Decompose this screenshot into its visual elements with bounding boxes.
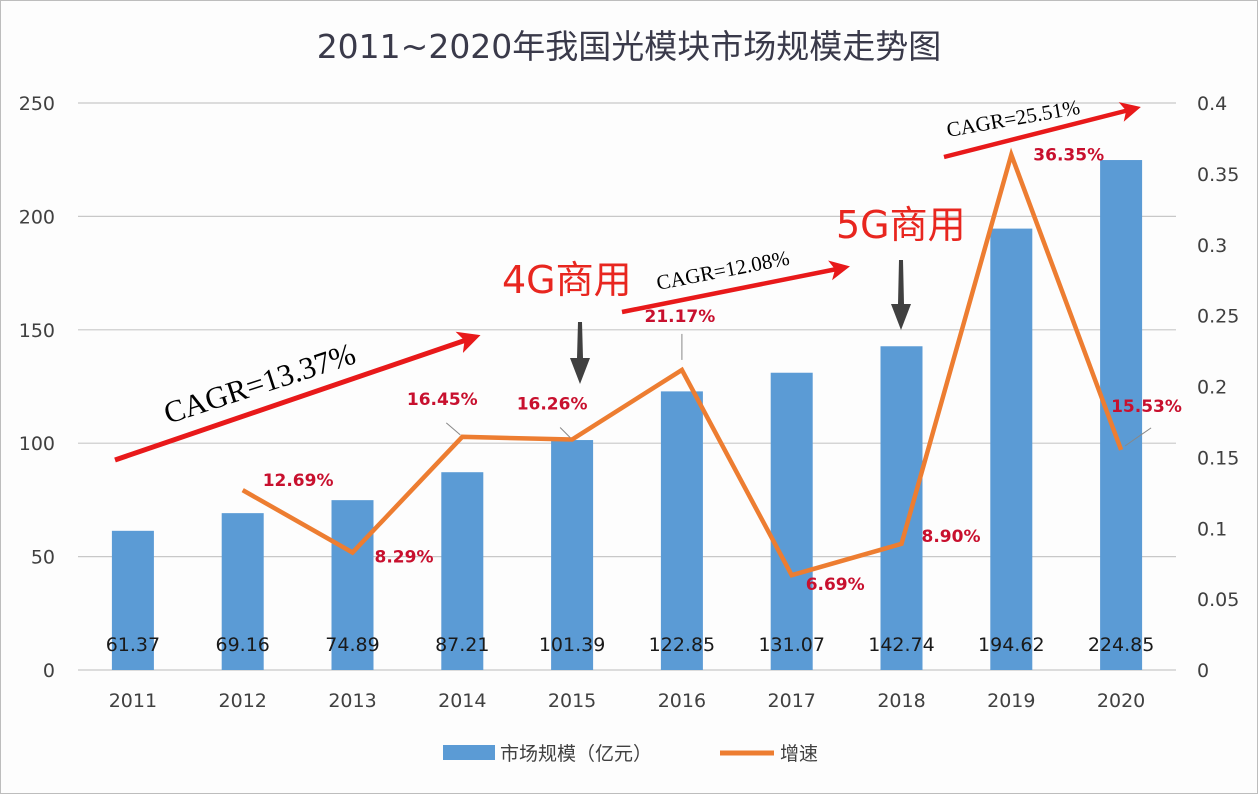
bar-value-label: 61.37 (106, 634, 160, 656)
right-tick-label: 0.2 (1197, 377, 1227, 399)
bar (441, 472, 484, 670)
leader-line (1124, 427, 1152, 447)
x-axis-ticks: 2011 2012 2013 2014 2015 2016 2017 2018 2019 2020 (109, 690, 1146, 712)
bar (221, 513, 264, 670)
red-arrow-1 (114, 331, 481, 463)
bar-value-label: 87.21 (435, 634, 489, 656)
x-tick-label: 2017 (768, 690, 816, 712)
event-label-4g: 4G商用 (502, 258, 632, 302)
bar (770, 372, 813, 670)
legend-swatch-bar (443, 745, 495, 760)
left-axis-ticks: 0 50 100 150 200 250 (19, 93, 55, 682)
x-tick-label: 2015 (548, 690, 596, 712)
bar (331, 500, 374, 670)
cagr-label-1: CAGR=13.37% (159, 336, 359, 431)
growth-value-label: 8.29% (375, 547, 434, 567)
legend-label-line: 增速 (780, 743, 818, 765)
left-tick-label: 0 (43, 660, 55, 682)
right-tick-label: 0 (1197, 660, 1209, 682)
red-arrow-3 (943, 102, 1141, 160)
right-axis-ticks: 0 0.05 0.1 0.15 0.2 0.25 0.3 0.35 0.4 (1197, 93, 1239, 682)
bar-value-label: 74.89 (325, 634, 379, 656)
bar (660, 391, 703, 670)
left-tick-label: 100 (19, 433, 55, 455)
cagr-label-3: CAGR=25.51% (945, 95, 1082, 142)
cagr-annotation-2: CAGR=12.08% (621, 246, 850, 315)
right-tick-label: 0.1 (1197, 518, 1227, 540)
right-tick-label: 0.05 (1197, 589, 1239, 611)
left-tick-label: 250 (19, 93, 55, 115)
growth-value-label: 8.90% (922, 527, 981, 547)
bar (551, 440, 594, 670)
leader-line (445, 422, 461, 436)
legend-label-bar: 市场规模（亿元） (500, 743, 652, 765)
x-tick-label: 2011 (109, 690, 157, 712)
x-tick-label: 2018 (877, 690, 925, 712)
right-tick-label: 0.4 (1197, 93, 1227, 115)
bar-value-label: 69.16 (215, 634, 269, 656)
down-arrow-icon-5g (891, 260, 911, 330)
right-tick-label: 0.15 (1197, 447, 1239, 469)
growth-value-label: 15.53% (1111, 397, 1182, 417)
bar-value-label: 122.85 (649, 634, 715, 656)
cagr-label-2: CAGR=12.08% (654, 246, 791, 295)
growth-value-label: 36.35% (1033, 146, 1104, 166)
x-tick-label: 2019 (987, 690, 1035, 712)
bar-value-label: 142.74 (868, 634, 934, 656)
leader-line (559, 427, 571, 438)
bar-value-label: 194.62 (978, 634, 1044, 656)
x-tick-label: 2014 (438, 690, 486, 712)
left-tick-label: 50 (31, 547, 55, 569)
growth-value-label: 21.17% (644, 307, 715, 327)
bar-value-label: 131.07 (758, 634, 824, 656)
bar (880, 346, 923, 670)
growth-value-label: 6.69% (806, 575, 865, 595)
left-tick-label: 150 (19, 320, 55, 342)
x-tick-label: 2012 (219, 690, 267, 712)
left-tick-label: 200 (19, 206, 55, 228)
bar-value-label: 224.85 (1088, 634, 1154, 656)
event-label-5g: 5G商用 (836, 203, 966, 247)
growth-value-label: 16.26% (517, 395, 588, 415)
x-tick-label: 2013 (328, 690, 376, 712)
bar (990, 228, 1033, 670)
right-tick-label: 0.35 (1197, 164, 1239, 186)
growth-value-label: 12.69% (263, 471, 334, 491)
chart-title: 2011~2020年我国光模块市场规模走势图 (317, 27, 942, 66)
bar-value-labels: 61.37 69.16 74.89 87.21 101.39 122.85 131.07 14… (106, 634, 1155, 656)
right-tick-label: 0.3 (1197, 235, 1227, 257)
bar-value-label: 101.39 (539, 634, 605, 656)
down-arrow-icon-4g (570, 322, 590, 384)
legend: 市场规模（亿元） 增速 (443, 743, 818, 765)
x-tick-label: 2020 (1097, 690, 1145, 712)
right-tick-label: 0.25 (1197, 306, 1239, 328)
red-arrow-2 (621, 260, 850, 315)
growth-value-label: 16.45% (407, 390, 478, 410)
growth-line-series: 12.69% 8.29% 16.45% 16.26% 21.17% 6.69% 8.90% 3… (241, 146, 1182, 595)
x-tick-label: 2016 (658, 690, 706, 712)
bar (111, 530, 154, 670)
